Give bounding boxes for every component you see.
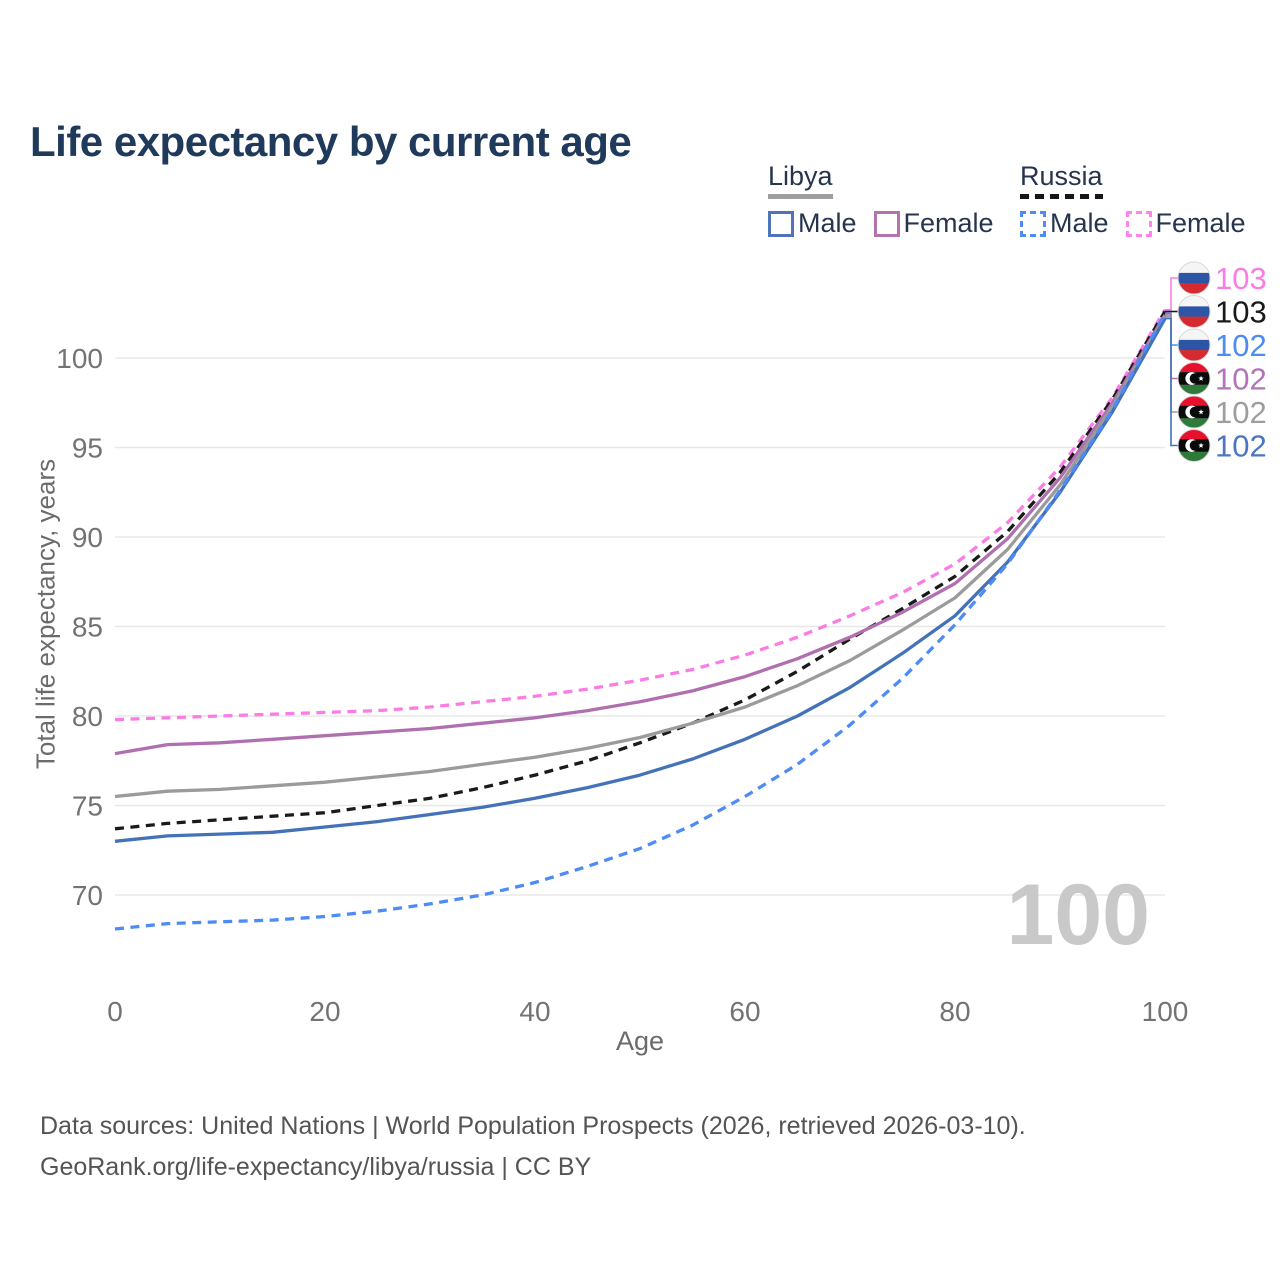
russia-dashed-line-swatch-icon [1020, 194, 1103, 199]
series-line-libya-both-sexes [114, 315, 1167, 799]
x-tick-label-60: 60 [729, 996, 760, 1027]
series-line-russia-male [114, 312, 1167, 931]
y-tick-label-100: 100 [56, 343, 103, 374]
legend-country-russia[interactable]: Russia [1020, 161, 1103, 199]
x-axis-title: Age [615, 1026, 665, 1056]
footer-attribution: GeoRank.org/life-expectancy/libya/russia… [40, 1153, 592, 1181]
legend-group-libya: Libya Male Female [768, 161, 994, 239]
x-tick-label-0: 0 [107, 996, 123, 1027]
russia-female-swatch-icon [1125, 210, 1152, 237]
x-tick-label-40: 40 [519, 996, 550, 1027]
libya-flag-icon [1178, 396, 1210, 428]
legend-country-libya[interactable]: Libya [768, 161, 833, 199]
series-line-libya-male [114, 317, 1167, 843]
russia-flag-icon [1178, 295, 1210, 328]
legend: Libya Male Female Russia [768, 161, 1280, 241]
russia-flag-icon [1178, 329, 1210, 361]
end-label-value-russia-both-sexes: 103 [1215, 295, 1267, 330]
legend-group-russia: Russia Male Female [1020, 161, 1246, 239]
y-tick-label-85: 85 [72, 612, 103, 643]
y-axis-title: Total life expectancy, years [30, 458, 61, 770]
end-label-value-libya-male: 102 [1215, 429, 1267, 464]
footer: Data sources: United Nations | World Pop… [40, 1106, 1026, 1188]
end-label-value-libya-female: 102 [1215, 362, 1267, 397]
libya-solid-line-swatch-icon [768, 194, 833, 199]
end-label-connector [1165, 317, 1178, 447]
libya-flag-icon [1178, 429, 1210, 462]
age-watermark: 100 [1007, 867, 1151, 963]
footer-data-sources: Data sources: United Nations | World Pop… [40, 1112, 1026, 1140]
series-line-russia-both-sexes [114, 310, 1167, 831]
legend-item-libya-female[interactable]: Female [873, 208, 994, 239]
legend-item-label: Male [798, 208, 857, 238]
x-tick-label-100: 100 [1142, 996, 1189, 1027]
end-label-value-russia-male: 102 [1215, 328, 1267, 363]
x-tick-label-80: 80 [939, 996, 970, 1027]
legend-item-label: Female [903, 208, 994, 238]
legend-item-label: Female [1155, 208, 1246, 238]
legend-item-label: Male [1050, 208, 1109, 238]
legend-item-russia-female[interactable]: Female [1125, 208, 1246, 239]
end-label-value-libya-both-sexes: 102 [1215, 395, 1267, 430]
y-tick-label-75: 75 [72, 791, 103, 822]
series-line-libya-female [114, 314, 1167, 756]
legend-country-label: Russia [1020, 161, 1103, 191]
russia-flag-icon [1178, 262, 1210, 294]
libya-female-swatch-icon [873, 210, 900, 237]
legend-country-label: Libya [768, 161, 833, 191]
end-label-value-russia-female: 103 [1215, 261, 1267, 296]
y-tick-label-95: 95 [72, 433, 103, 464]
y-tick-label-80: 80 [72, 701, 103, 732]
y-tick-label-90: 90 [72, 522, 103, 553]
legend-item-russia-male[interactable]: Male [1020, 208, 1109, 239]
libya-flag-icon [1178, 362, 1210, 395]
x-tick-label-20: 20 [309, 996, 340, 1027]
libya-male-swatch-icon [768, 210, 794, 237]
y-tick-label-70: 70 [72, 880, 103, 911]
page-title: Life expectancy by current age [30, 118, 632, 166]
legend-item-libya-male[interactable]: Male [768, 208, 857, 239]
series-line-russia-female [114, 308, 1167, 722]
russia-male-swatch-icon [1020, 210, 1046, 237]
end-label-connector [1165, 277, 1178, 311]
